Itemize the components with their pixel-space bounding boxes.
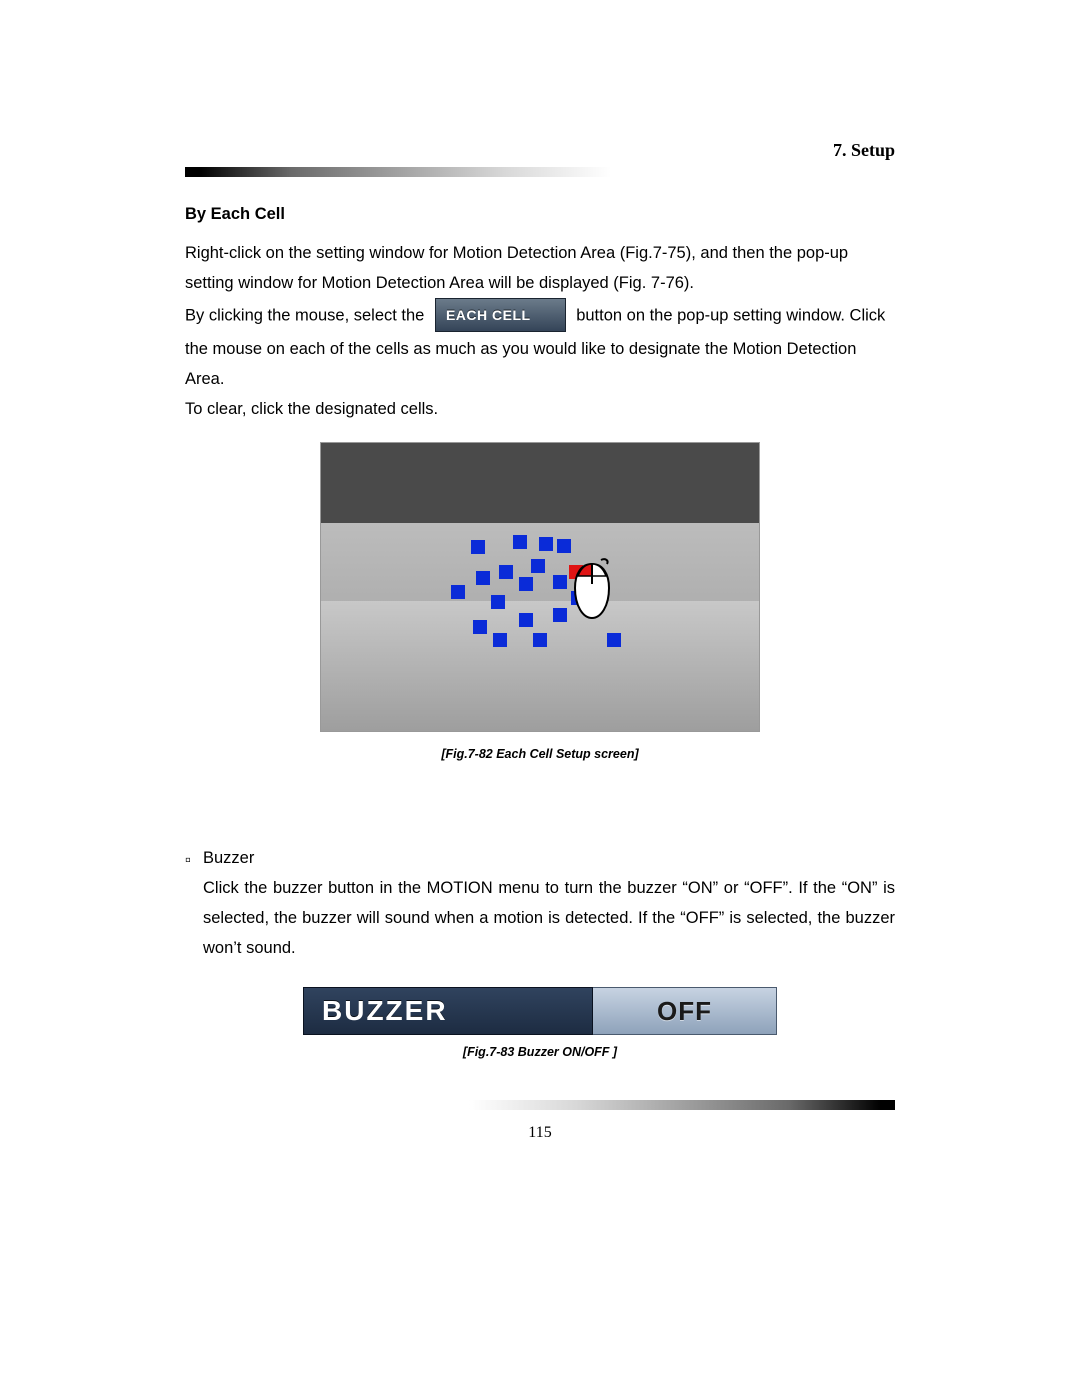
para-1: Right-click on the setting window for Mo… bbox=[185, 238, 895, 298]
motion-cell[interactable] bbox=[607, 633, 621, 647]
motion-cell[interactable] bbox=[519, 613, 533, 627]
motion-cell[interactable] bbox=[451, 585, 465, 599]
mouse-cursor-icon bbox=[571, 558, 613, 620]
page-number: 115 bbox=[185, 1124, 895, 1142]
buzzer-bar-state[interactable]: OFF bbox=[593, 987, 777, 1035]
figure-each-cell-screenshot bbox=[320, 442, 760, 732]
para-2: By clicking the mouse, select the EACH C… bbox=[185, 298, 895, 394]
bullet-icon: ▫ bbox=[185, 843, 203, 963]
motion-cell[interactable] bbox=[476, 571, 490, 585]
footer-rule bbox=[185, 1100, 895, 1110]
motion-cell[interactable] bbox=[531, 559, 545, 573]
buzzer-heading: Buzzer bbox=[203, 843, 895, 873]
motion-cell[interactable] bbox=[491, 595, 505, 609]
motion-cell[interactable] bbox=[539, 537, 553, 551]
para-2-pre: By clicking the mouse, select the bbox=[185, 306, 424, 324]
chapter-header: 7. Setup bbox=[833, 140, 895, 161]
screenshot-floor bbox=[321, 601, 759, 731]
motion-cell[interactable] bbox=[493, 633, 507, 647]
motion-cell[interactable] bbox=[533, 633, 547, 647]
figure-1-caption: [Fig.7-82 Each Cell Setup screen] bbox=[185, 747, 895, 761]
section-title: By Each Cell bbox=[185, 205, 895, 224]
buzzer-bar[interactable]: BUZZER OFF bbox=[303, 987, 777, 1035]
motion-cell[interactable] bbox=[519, 577, 533, 591]
motion-cell[interactable] bbox=[513, 535, 527, 549]
motion-cell[interactable] bbox=[557, 539, 571, 553]
motion-cell[interactable] bbox=[471, 540, 485, 554]
motion-cell[interactable] bbox=[553, 608, 567, 622]
motion-cell[interactable] bbox=[499, 565, 513, 579]
motion-cell[interactable] bbox=[553, 575, 567, 589]
motion-cell[interactable] bbox=[473, 620, 487, 634]
each-cell-button[interactable]: EACH CELL bbox=[435, 298, 566, 332]
buzzer-bar-label: BUZZER bbox=[303, 987, 593, 1035]
buzzer-body-text: Click the buzzer button in the MOTION me… bbox=[203, 873, 895, 963]
para-3: To clear, click the designated cells. bbox=[185, 394, 895, 424]
figure-2-caption: [Fig.7-83 Buzzer ON/OFF ] bbox=[185, 1045, 895, 1059]
header-rule bbox=[185, 167, 895, 177]
